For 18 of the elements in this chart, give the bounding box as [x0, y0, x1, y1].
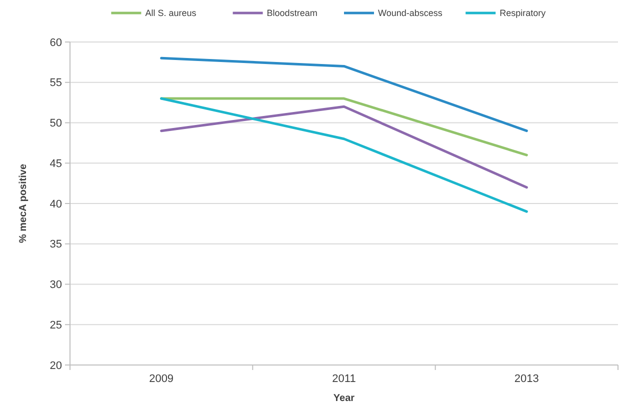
x-axis-title: Year	[333, 393, 355, 404]
y-tick-label: 20	[50, 360, 62, 372]
x-tick-label: 2009	[149, 373, 174, 385]
x-tick-label: 2011	[332, 373, 356, 385]
legend-label: Wound-abscess	[378, 8, 443, 18]
y-tick-label: 30	[50, 279, 62, 292]
legend-label: Bloodstream	[266, 8, 318, 18]
y-tick-label: 60	[50, 36, 62, 49]
legend-label: All S. aureus	[145, 8, 197, 18]
y-axis-title: % mecA positive	[18, 164, 29, 244]
legend-label: Respiratory	[500, 8, 546, 18]
y-tick-label: 35	[50, 238, 62, 251]
y-tick-label: 25	[50, 319, 62, 332]
y-tick-label: 50	[50, 118, 62, 130]
y-tick-label: 45	[50, 158, 62, 170]
y-tick-label: 55	[50, 77, 62, 90]
y-tick-label: 40	[50, 198, 62, 210]
x-tick-label: 2013	[514, 373, 539, 385]
